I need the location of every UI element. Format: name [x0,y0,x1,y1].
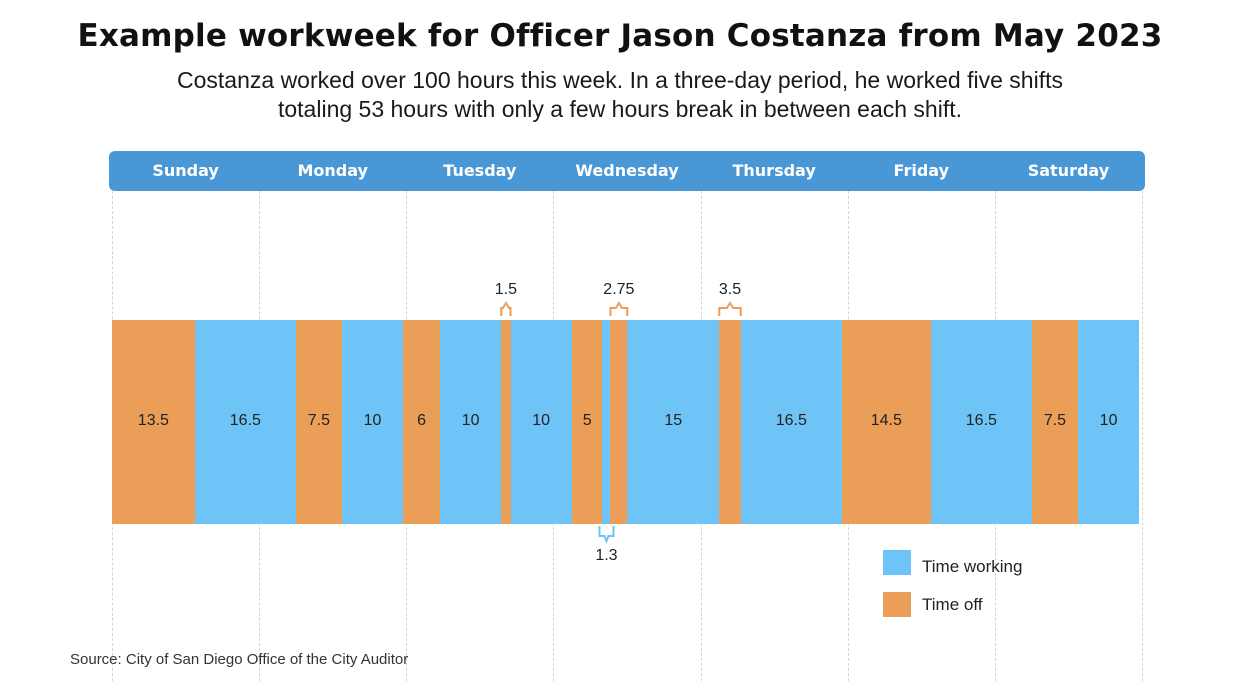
work-segment-9 [602,320,611,524]
work-segment-17 [1077,320,1140,524]
segment-label: 10 [532,412,551,429]
legend-label-off: Time off [922,595,983,614]
segment-label: 6 [417,412,427,429]
work-segment-11 [627,320,720,524]
work-segment-13 [740,320,842,524]
segment-label: 16.5 [965,412,997,429]
legend-swatch-work [883,550,911,575]
annotation-label: 1.3 [595,547,618,564]
segment-label: 7.5 [307,412,331,429]
off-segment-6 [501,320,511,524]
off-segment-12 [719,320,741,524]
segment-label: 16.5 [775,412,807,429]
segment-label: 15 [664,412,683,429]
day-label-monday: Monday [297,161,368,180]
annotation-bracket [718,301,742,316]
day-header-bar [109,151,1145,191]
off-segment-14 [841,320,931,524]
work-segment-15 [930,320,1032,524]
segment-label: 10 [461,412,480,429]
day-label-tuesday: Tuesday [443,161,517,180]
day-label-friday: Friday [893,161,950,180]
day-divider [1142,191,1143,681]
segment-label: 5 [582,412,592,429]
off-segment-4 [403,320,440,524]
annotation-label: 2.75 [603,281,635,298]
day-label-sunday: Sunday [152,161,219,180]
day-label-wednesday: Wednesday [575,161,679,180]
work-segment-5 [440,320,502,524]
day-label-thursday: Thursday [732,161,816,180]
segment-label: 13.5 [137,412,169,429]
segment-label: 16.5 [229,412,261,429]
chart-subtitle: Costanza worked over 100 hours this week… [100,66,1140,124]
off-segment-16 [1031,320,1078,524]
segment-label: 10 [363,412,382,429]
segment-label: 7.5 [1043,412,1067,429]
annotation-bracket [598,526,615,544]
subtitle-line-2: totaling 53 hours with only a few hours … [277,96,962,122]
legend-label-work: Time working [922,557,1023,576]
segment-label: 10 [1099,412,1118,429]
work-segment-7 [510,320,572,524]
chart-title: Example workweek for Officer Jason Costa… [77,18,1163,54]
subtitle-line-1: Costanza worked over 100 hours this week… [177,67,1063,93]
annotation-bracket [500,301,512,316]
segment-label: 14.5 [870,412,902,429]
source-note: Source: City of San Diego Office of the … [70,651,409,668]
off-segment-0 [112,320,195,524]
off-segment-10 [610,320,628,524]
day-label-saturday: Saturday [1027,161,1110,180]
work-segment-1 [194,320,296,524]
off-segment-8 [571,320,603,524]
work-segment-3 [341,320,404,524]
off-segment-2 [295,320,342,524]
annotation-bracket [609,301,629,316]
annotation-label: 1.5 [494,281,518,298]
annotation-label: 3.5 [718,281,742,298]
legend-swatch-off [883,592,911,617]
